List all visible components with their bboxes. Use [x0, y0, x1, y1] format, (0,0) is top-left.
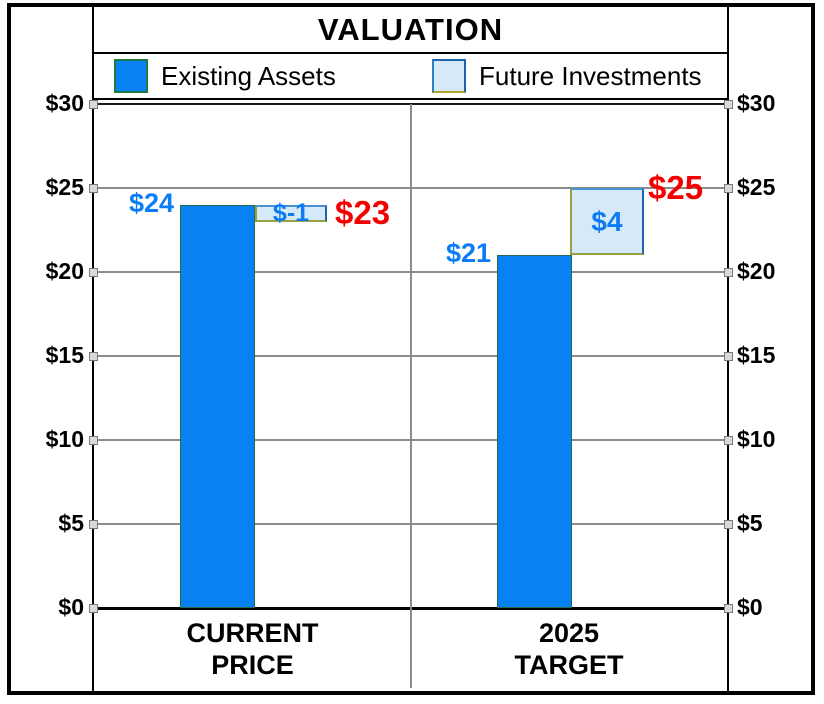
y-axis-label-right-15: $15: [737, 342, 776, 368]
value-label-base-1: $21: [445, 238, 491, 269]
tick-handle-right-15: [724, 352, 733, 361]
y-axis-label-left-5: $5: [58, 510, 84, 536]
bar-existing-assets-0: [180, 204, 255, 608]
y-axis-label-left-15: $15: [45, 342, 84, 368]
tick-handle-left-5: [89, 520, 98, 529]
box-future-investments-0: $-1: [255, 200, 327, 225]
y-axis-label-right-10: $10: [737, 426, 776, 452]
y-axis-label-left-30: $30: [45, 90, 84, 116]
tick-handle-right-20: [724, 268, 733, 277]
y-axis-label-right-0: $0: [737, 594, 763, 620]
tick-handle-left-30: [89, 100, 98, 109]
value-label-total-1: $25: [648, 169, 704, 206]
bar-existing-assets-1: [497, 255, 572, 608]
value-label-base-0: $24: [128, 187, 174, 218]
legend: Existing Assets Future Investments: [94, 54, 727, 100]
category-label-current-price: CURRENT PRICE: [186, 617, 319, 680]
left-axis-line: [92, 7, 94, 695]
title-bar: VALUATION: [94, 7, 727, 54]
tick-handle-right-5: [724, 520, 733, 529]
tick-handle-left-20: [89, 268, 98, 277]
chart-title: VALUATION: [317, 11, 504, 47]
legend-label-future-investments: Future Investments: [479, 60, 702, 91]
existing-assets-swatch: [114, 59, 148, 93]
y-axis-label-left-25: $25: [45, 174, 84, 200]
y-axis-label-right-20: $20: [737, 258, 776, 284]
y-axis-label-left-10: $10: [45, 426, 84, 452]
tick-handle-right-10: [724, 436, 733, 445]
value-label-total-0: $23: [335, 194, 391, 232]
legend-item-existing-assets: Existing Assets: [114, 54, 336, 98]
legend-item-future-investments: Future Investments: [432, 54, 702, 98]
value-label-delta-0: $-1: [272, 198, 310, 227]
tick-handle-right-25: [724, 184, 733, 193]
tick-handle-left-25: [89, 184, 98, 193]
y-axis-label-left-20: $20: [45, 258, 84, 284]
tick-handle-right-0: [724, 604, 733, 613]
tick-handle-left-15: [89, 352, 98, 361]
right-axis-line: [727, 7, 729, 695]
tick-handle-right-30: [724, 100, 733, 109]
y-axis-label-right-30: $30: [737, 90, 776, 116]
tick-handle-left-10: [89, 436, 98, 445]
category-label-2025-target: 2025 TARGET: [514, 617, 624, 680]
legend-label-existing-assets: Existing Assets: [161, 60, 336, 91]
y-axis-label-left-0: $0: [58, 594, 84, 620]
future-investments-swatch: [432, 59, 466, 93]
value-label-delta-1: $4: [591, 205, 623, 237]
category-divider-line: [410, 104, 412, 688]
y-axis-label-right-25: $25: [737, 174, 776, 200]
box-future-investments-1: $4: [570, 188, 644, 256]
tick-handle-left-0: [89, 604, 98, 613]
y-axis-label-right-5: $5: [737, 510, 763, 536]
